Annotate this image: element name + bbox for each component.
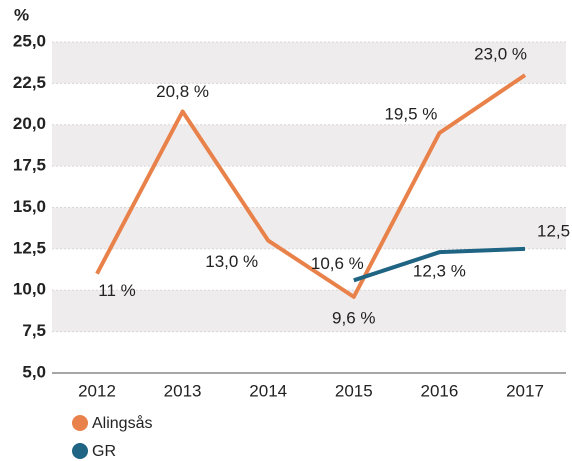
y-tick-label: 7,5 [22, 321, 46, 340]
y-tick-label: 17,5 [13, 156, 46, 175]
data-label: 12,3 % [413, 262, 466, 281]
x-tick-label: 2015 [335, 381, 373, 400]
y-tick-label: 5,0 [22, 362, 46, 381]
data-label: 12,5 % [537, 221, 572, 240]
y-tick-label: 12,5 [13, 238, 46, 257]
data-label: 23,0 % [474, 45, 527, 64]
x-tick-label: 2012 [78, 381, 116, 400]
y-tick-label: 15,0 [13, 197, 46, 216]
y-tick-label: 22,5 [13, 73, 46, 92]
band [52, 124, 566, 167]
legend-marker [72, 415, 88, 431]
data-label: 20,8 % [156, 82, 209, 101]
legend-label: GR [92, 443, 116, 460]
legend-label: Alingsås [92, 414, 152, 432]
x-tick-label: 2017 [506, 381, 544, 400]
x-tick-label: 2013 [164, 381, 202, 400]
line-series [95, 73, 527, 299]
data-label: 13,0 % [205, 252, 258, 271]
data-label: 11 % [98, 281, 136, 300]
band [52, 42, 566, 84]
data-label: 10,6 % [311, 254, 364, 273]
y-tick-label: 10,0 [13, 280, 46, 299]
legend-marker [72, 443, 88, 459]
x-tick-label: 2016 [420, 381, 458, 400]
data-label: 19,5 % [384, 105, 437, 124]
y-tick-label: 20,0 [13, 114, 46, 133]
line-series [353, 246, 526, 283]
band [52, 207, 566, 249]
y-tick-label: 25,0 [13, 31, 46, 50]
x-tick-label: 2014 [249, 381, 287, 400]
y-axis-unit: % [14, 5, 29, 24]
band [52, 290, 566, 332]
data-label: 9,6 % [332, 308, 375, 327]
